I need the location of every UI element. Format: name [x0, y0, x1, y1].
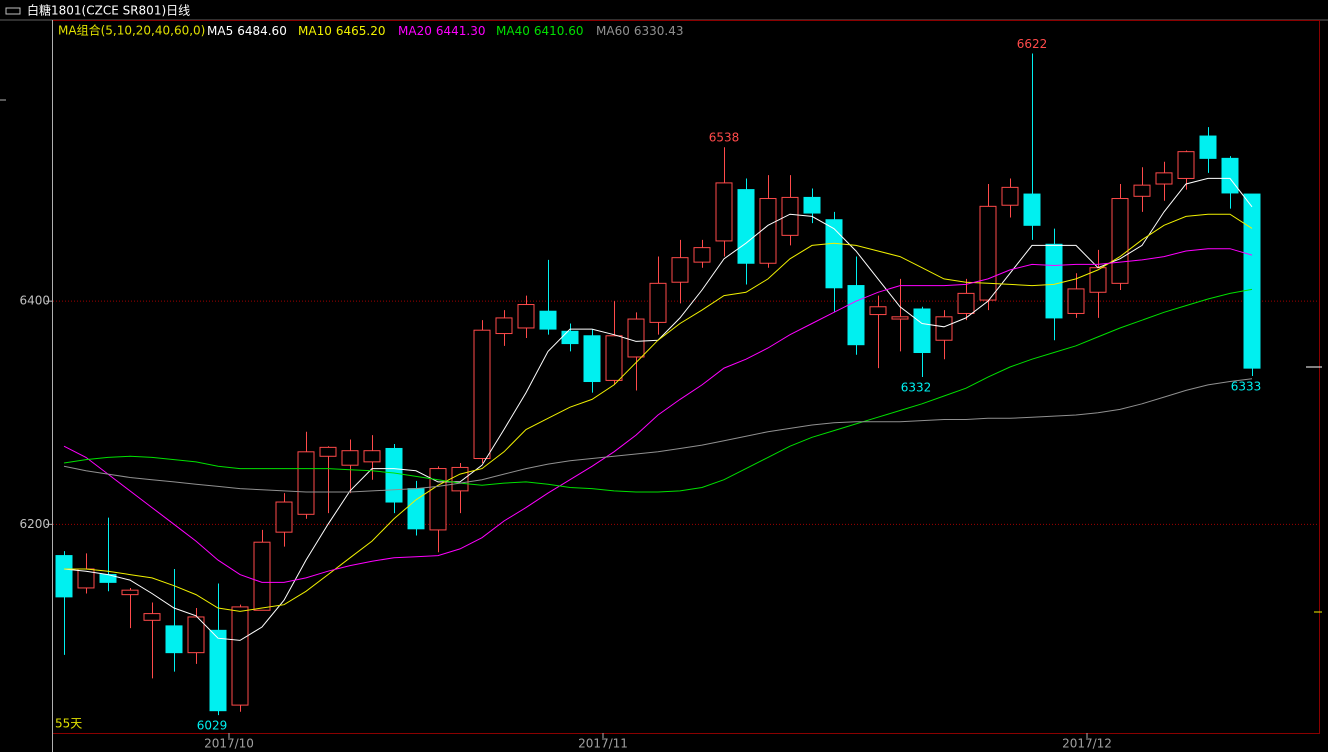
legend-value: 6441.30 [436, 24, 486, 38]
candle-body [165, 625, 183, 654]
legend-entry: MA10 6465.20 [298, 24, 385, 38]
candle-body [1221, 157, 1239, 194]
candle-body [979, 205, 997, 301]
candle-body [561, 330, 579, 345]
candle-body [1067, 288, 1085, 314]
window-icon[interactable] [5, 7, 21, 15]
candle-body [275, 501, 293, 533]
x-tick-label: 2017/11 [578, 737, 628, 751]
legend-value: 6410.60 [534, 24, 584, 38]
high-label: 6538 [709, 131, 740, 145]
candle-body [605, 335, 623, 381]
legend-name: MA5 [207, 24, 233, 38]
candle-body [209, 629, 227, 712]
candle-body [495, 317, 513, 335]
candle-body [935, 316, 953, 341]
candle-body [121, 589, 139, 596]
candle-body [847, 285, 865, 346]
candle-body [297, 451, 315, 515]
high-label: 6622 [1017, 37, 1048, 51]
ma-line [63, 288, 1253, 493]
candle-body [341, 450, 359, 466]
legend-name: MA20 [398, 24, 432, 38]
candle-body [1089, 267, 1107, 293]
candle-body [759, 198, 777, 264]
legend-name: MA60 [596, 24, 630, 38]
y-tick-label: 6400 [19, 294, 50, 308]
legend-name: MA40 [496, 24, 530, 38]
candle-body [1199, 135, 1217, 159]
chart-title: 白糖1801(CZCE SR801)日线 [27, 3, 190, 18]
candle-body [693, 247, 711, 263]
legend-entry: MA5 6484.60 [207, 24, 287, 38]
candle-body [825, 219, 843, 289]
candle-body [1001, 186, 1019, 206]
candle-body [715, 182, 733, 242]
candle-body [143, 613, 161, 621]
candle-body [473, 329, 491, 460]
legend-value: 6330.43 [634, 24, 684, 38]
candle-body [55, 555, 73, 598]
low-label: 6333 [1231, 379, 1262, 393]
candle-body [517, 304, 535, 329]
candle-body [803, 196, 821, 214]
candle-body [539, 310, 557, 330]
candle-body [187, 616, 205, 654]
legend-title: MA组合(5,10,20,40,60,0) [58, 23, 205, 38]
candle-body [363, 450, 381, 463]
ma-line [63, 248, 1253, 583]
candle-body [1243, 193, 1261, 369]
legend-entry: MA40 6410.60 [496, 24, 583, 38]
y-tick-label: 6200 [19, 517, 50, 531]
candle-body [1133, 184, 1151, 197]
legend-entry: MA20 6441.30 [398, 24, 485, 38]
candle-body [429, 468, 447, 531]
legend-name: MA10 [298, 24, 332, 38]
ma-line [64, 213, 1253, 612]
candle-body [231, 606, 249, 706]
period-label: 55天 [55, 717, 82, 731]
candle-body [385, 447, 403, 503]
candle-body [891, 316, 909, 320]
candle-body [1155, 172, 1173, 185]
legend-value: 6484.60 [237, 24, 287, 38]
candle-body [1177, 151, 1195, 179]
candle-body [319, 446, 337, 457]
low-label: 6029 [197, 719, 228, 733]
low-label: 6332 [901, 381, 932, 395]
candle-body [957, 292, 975, 314]
candle-body [627, 318, 645, 358]
candle-body [451, 466, 469, 492]
candle-body [737, 189, 755, 264]
candle-body [1045, 243, 1063, 319]
candle-body [1111, 198, 1129, 284]
candle-body [781, 196, 799, 236]
x-tick-label: 2017/12 [1062, 737, 1112, 751]
candle-body [583, 335, 601, 383]
ma-line [63, 177, 1253, 641]
x-tick-label: 2017/10 [204, 737, 254, 751]
candle-body [913, 308, 931, 354]
candle-body [671, 257, 689, 283]
ma-line [63, 378, 1253, 493]
legend-entry: MA60 6330.43 [596, 24, 683, 38]
legend-value: 6465.20 [336, 24, 386, 38]
candle-body [253, 541, 271, 611]
candle-body [649, 282, 667, 323]
candle-body [869, 306, 887, 316]
candle-body [407, 488, 425, 530]
candle-body [1023, 193, 1041, 226]
